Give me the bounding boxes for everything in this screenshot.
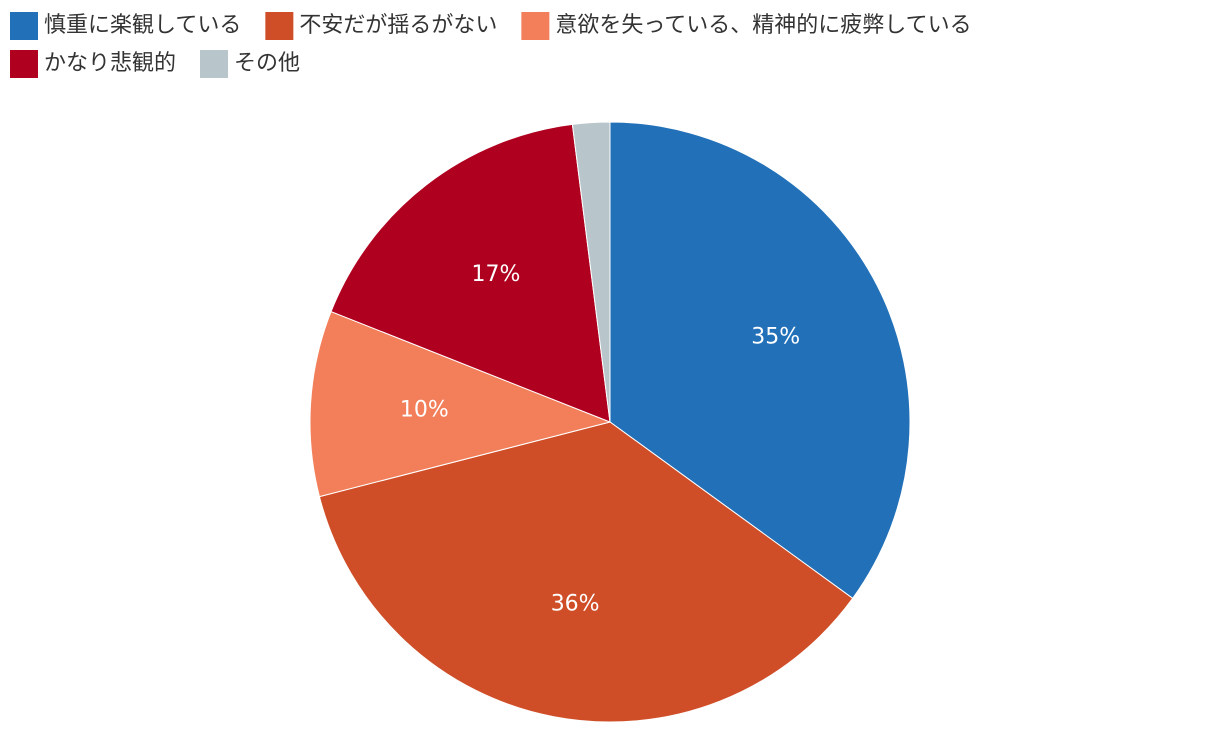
legend-label: その他 [234, 51, 300, 76]
legend-swatch [521, 12, 550, 40]
legend-label: かなり悲観的 [44, 51, 176, 76]
value-label: 35% [751, 325, 800, 350]
value-label: 17% [472, 262, 521, 287]
legend-label: 不安だが揺るがない [299, 13, 497, 38]
legend-swatch [10, 12, 38, 40]
value-label: 36% [551, 592, 600, 617]
pie-slice [318, 421, 854, 723]
pie-slice [309, 310, 612, 498]
pie-slice [330, 123, 611, 423]
legend-swatch [265, 12, 294, 40]
legend-label: 慎重に楽観している [44, 13, 241, 38]
pie-slice [571, 121, 611, 423]
legend-label: 意欲を失っている、精神的に疲弊している [555, 13, 971, 38]
value-label: 10% [400, 397, 449, 422]
pie-slice [609, 121, 911, 600]
legend-swatch [200, 50, 229, 78]
legend-swatch [10, 50, 38, 78]
